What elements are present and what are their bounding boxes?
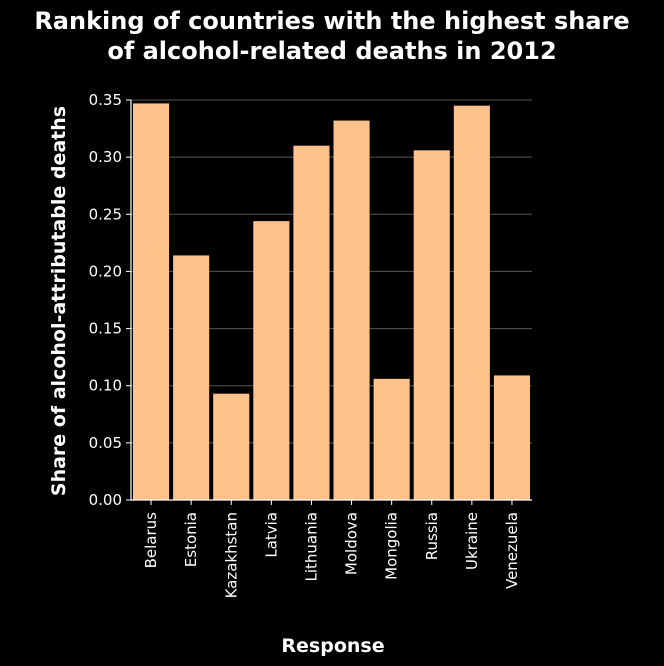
chart-title-line-2: of alcohol-related deaths in 2012 <box>107 37 556 65</box>
y-tick-label: 0.25 <box>89 205 122 223</box>
x-tick-label: Mongolia <box>383 512 401 580</box>
y-axis-title: Share of alcohol-attributable deaths <box>48 106 70 496</box>
bar-venezuela <box>493 375 530 500</box>
x-tick-label: Moldova <box>343 512 361 575</box>
y-tick-label: 0.30 <box>89 148 122 166</box>
bar-russia <box>413 150 450 501</box>
x-tick-label: Kazakhstan <box>222 512 240 598</box>
x-tick-label: Belarus <box>142 512 160 569</box>
x-tick-label: Latvia <box>262 512 280 558</box>
x-tick-label: Estonia <box>182 512 200 567</box>
bar-kazakhstan <box>213 393 250 500</box>
bar-lithuania <box>293 145 330 500</box>
y-tick-label: 0.15 <box>89 320 122 338</box>
y-tick-label: 0.20 <box>89 262 122 280</box>
plot-area: 0.00 0.05 0.10 0.15 0.20 0.25 0.30 0.35 Belarus E… <box>89 91 532 598</box>
x-tick-label: Venezuela <box>503 512 521 589</box>
bar-latvia <box>253 221 290 500</box>
bar-estonia <box>173 255 210 500</box>
y-tick-label: 0.00 <box>89 491 122 509</box>
y-tick-label: 0.10 <box>89 377 122 395</box>
bar-moldova <box>333 120 370 501</box>
bar-mongolia <box>373 378 410 500</box>
x-tick-label: Ukraine <box>463 512 481 570</box>
bar-ukraine <box>453 105 490 500</box>
chart-title-line-1: Ranking of countries with the highest sh… <box>34 7 629 35</box>
x-axis-title: Response <box>281 635 384 657</box>
x-tick-label: Russia <box>423 512 441 560</box>
bar-belarus <box>133 103 170 500</box>
x-tick-label: Lithuania <box>302 512 320 581</box>
y-tick-label: 0.35 <box>89 91 122 109</box>
y-tick-label: 0.05 <box>89 434 122 452</box>
